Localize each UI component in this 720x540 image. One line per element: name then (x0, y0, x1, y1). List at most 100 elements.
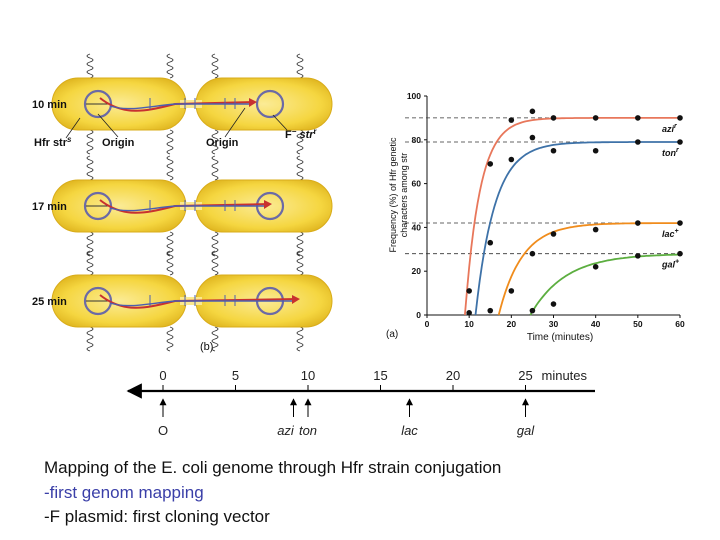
x-tick-label: 20 (507, 319, 517, 329)
flagellum-line (296, 231, 304, 257)
map-marker-label-gal: gal (517, 423, 535, 438)
transferred-dna-blue (109, 103, 251, 110)
flagellum-line (166, 53, 174, 79)
data-point-azi (592, 115, 599, 121)
flagellum-line (296, 250, 304, 276)
map-marker-label-ton: ton (299, 423, 317, 438)
hfr-donor-cell (51, 77, 187, 131)
hfr-donor-cell (51, 179, 187, 233)
data-point-lac (508, 288, 515, 294)
x-tick-label: 60 (675, 319, 685, 329)
transferred-dna-blue (109, 300, 294, 307)
series-label-ton: tonr (662, 147, 680, 158)
data-point-lac (677, 220, 683, 226)
x-tick-label: 30 (549, 319, 559, 329)
series-label-azi: azir (662, 123, 678, 134)
data-point-lac (487, 307, 494, 314)
flagellum-line (211, 231, 219, 257)
flagellum-line (211, 155, 219, 181)
chart-plot-area: 0 10 20 30 40 50 60 0 20 40 60 80 100 azir tonr lac+ gal… (405, 91, 685, 329)
data-point-gal (635, 253, 641, 259)
dna-leading-end (264, 200, 272, 209)
flagellum-line (86, 155, 94, 181)
map-marker-label-lac: lac (401, 423, 418, 438)
map-unit-label: minutes (542, 368, 588, 383)
flagellum-line (166, 129, 174, 155)
map-tick-label: 5 (232, 368, 239, 383)
panel-a-label: (a) (386, 329, 398, 340)
caption-line-3: -F plasmid: first cloning vector (44, 507, 270, 526)
panel-a-chart: 0 10 20 30 40 50 60 0 20 40 60 80 100 azir tonr lac+ gal… (386, 91, 685, 343)
flagellum-line (86, 326, 94, 352)
panel-b-label: (b) (200, 341, 213, 353)
data-point-ton (508, 156, 515, 163)
flagellum-line (296, 129, 304, 155)
flagellum-line (86, 231, 94, 257)
data-point-azi (508, 117, 515, 123)
data-point-gal (677, 250, 683, 257)
origin-label-right: Origin (206, 137, 239, 149)
flagellum-line (211, 326, 219, 352)
y-tick-label: 80 (412, 135, 422, 145)
panel-b-conjugation-diagram: 10 min 17 min 25 min Hfr strs Origin Ori… (32, 53, 333, 353)
flagellum-line (296, 326, 304, 352)
data-point-ton (677, 139, 683, 145)
data-point-azi (487, 161, 494, 167)
data-point-lac (529, 250, 536, 257)
caption-line-2: -first genom mapping (44, 483, 204, 502)
data-point-ton (466, 310, 472, 316)
series-label-gal: gal+ (661, 259, 679, 270)
transferred-dna-blue (109, 205, 266, 212)
series-curve-ton (474, 141, 680, 316)
data-point-ton (635, 139, 641, 145)
map-tick-label: 0 (159, 368, 166, 383)
data-point-azi (466, 288, 472, 294)
x-tick-label: 40 (591, 319, 601, 329)
map-marker-label-o: O (158, 423, 168, 438)
caption-line-1: Mapping of the E. coli genome through Hf… (44, 458, 502, 477)
x-tick-label: 0 (425, 319, 430, 329)
genetic-map: 0 5 10 15 20 25 minutes O azi ton lac gal (126, 368, 595, 438)
series-curve-azi (464, 117, 680, 316)
recipient-pointer (272, 114, 288, 131)
data-point-gal (550, 301, 557, 307)
y-tick-label: 20 (412, 266, 422, 276)
series-curve-lac (497, 222, 680, 316)
series-curve-gal (529, 253, 681, 316)
data-point-ton (550, 147, 557, 154)
map-tick-label: 10 (301, 368, 315, 383)
map-tick-label: 25 (518, 368, 532, 383)
conjugation-cells (51, 53, 333, 352)
origin-pointer-left (97, 113, 119, 138)
flagellum-line (86, 53, 94, 79)
flagellum-line (86, 250, 94, 276)
flagellum-line (211, 53, 219, 79)
data-point-ton (592, 147, 599, 154)
time-label-17min: 17 min (32, 201, 67, 213)
x-tick-label: 10 (464, 319, 474, 329)
map-tick-label: 15 (373, 368, 387, 383)
map-marker-label-azi: azi (277, 423, 295, 438)
time-label-10min: 10 min (32, 99, 67, 111)
map-tick-label: 20 (446, 368, 460, 383)
data-point-azi (550, 115, 557, 121)
dna-leading-end (292, 295, 300, 304)
data-point-azi (635, 115, 641, 121)
flagellum-line (296, 155, 304, 181)
flagellum-line (211, 129, 219, 155)
flagellum-line (166, 250, 174, 276)
y-tick-label: 40 (412, 222, 422, 232)
data-point-azi (677, 115, 683, 121)
data-point-lac (550, 231, 557, 237)
origin-pointer-right (224, 107, 246, 138)
y-axis-label: Frequency (%) of Hfr geneticcharacters a… (388, 137, 409, 253)
hfr-donor-cell (51, 274, 187, 328)
flagellum-line (296, 53, 304, 79)
data-point-gal (529, 307, 536, 314)
dna-leading-end (249, 98, 257, 107)
recipient-chromosome (255, 89, 285, 119)
time-label-25min: 25 min (32, 296, 67, 308)
origin-label-left: Origin (102, 137, 135, 149)
x-axis-label: Time (minutes) (527, 332, 593, 343)
flagellum-line (166, 326, 174, 352)
